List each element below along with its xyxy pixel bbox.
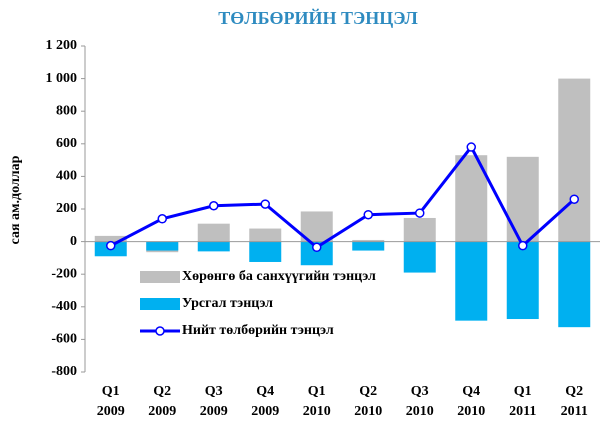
bar xyxy=(558,78,591,242)
bar xyxy=(455,241,488,321)
y-tick-label: 200 xyxy=(56,201,77,216)
x-tick-label: Q4 2009 xyxy=(251,384,279,419)
legend-swatch xyxy=(140,271,180,283)
line xyxy=(110,144,576,250)
bar xyxy=(403,217,436,242)
legend-label: Урсгал тэнцэл xyxy=(182,296,273,311)
bar xyxy=(197,241,230,252)
x-tick-label: Q3 2009 xyxy=(200,384,228,419)
x-tick-label: Q1 2009 xyxy=(97,384,125,419)
legend-label: Хөрөнгө ба санхүүгийн тэнцэл xyxy=(182,269,376,284)
y-tick-label: 400 xyxy=(56,169,77,184)
bar xyxy=(94,235,127,242)
line-marker xyxy=(569,194,579,204)
y-tick-label: 800 xyxy=(56,103,77,118)
legend-label: Нийт төлбөрийн тэнцэл xyxy=(182,323,334,338)
line-marker xyxy=(260,199,270,209)
bar xyxy=(249,241,282,262)
line-marker xyxy=(466,142,476,152)
y-tick-label: 1 200 xyxy=(46,38,78,53)
legend-swatch xyxy=(140,298,180,310)
y-tick-label: -400 xyxy=(51,299,77,314)
x-tick-label: Q2 2010 xyxy=(354,384,382,419)
y-axis-label: сая ам.доллар xyxy=(8,155,23,244)
line-marker xyxy=(518,240,528,251)
x-tick-label: Q3 2010 xyxy=(406,384,434,419)
bar xyxy=(249,228,282,242)
y-tick-label: 600 xyxy=(56,136,77,151)
bar xyxy=(558,241,591,328)
line-marker xyxy=(209,200,219,211)
line-marker xyxy=(363,209,373,220)
bar xyxy=(506,241,539,320)
line-marker xyxy=(312,242,322,253)
line-marker xyxy=(157,214,167,224)
bar xyxy=(300,241,333,266)
bar xyxy=(146,241,179,251)
x-tick-label: Q1 2011 xyxy=(509,384,536,419)
bar xyxy=(403,241,436,273)
y-tick-label: 0 xyxy=(70,234,77,249)
bar xyxy=(352,239,385,242)
bar xyxy=(352,241,385,251)
y-tick-label: -600 xyxy=(51,332,77,347)
legend-marker xyxy=(155,326,165,336)
y-tick-label: -800 xyxy=(51,364,77,379)
line-marker xyxy=(415,208,425,218)
x-tick-label: Q1 2010 xyxy=(303,384,331,419)
bar xyxy=(197,223,230,242)
y-tick-label: 1 000 xyxy=(46,71,78,86)
line-marker xyxy=(106,240,116,251)
chart-title: ТӨЛБӨРИЙН ТЭНЦЭЛ xyxy=(218,7,418,28)
y-tick-label: -200 xyxy=(51,266,77,281)
x-tick-label: Q2 2009 xyxy=(148,384,176,419)
x-tick-label: Q4 2010 xyxy=(457,384,485,419)
x-tick-label: Q2 2011 xyxy=(561,384,588,419)
bar xyxy=(506,156,539,242)
